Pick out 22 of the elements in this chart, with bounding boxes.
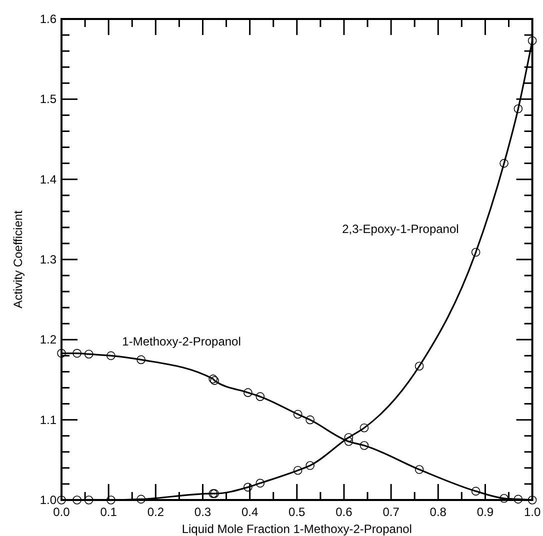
y-tick-label: 1.4 xyxy=(40,172,57,186)
y-tick-label: 1.2 xyxy=(40,332,57,347)
series-label: 2,3-Epoxy-1-Propanol xyxy=(342,222,459,236)
x-tick-label: 0.3 xyxy=(194,505,212,519)
x-axis-title: Liquid Mole Fraction 1-Methoxy-2-Propanol xyxy=(182,522,412,536)
x-tick-label: 0.9 xyxy=(476,505,494,519)
x-tick-label: 0.5 xyxy=(288,505,306,519)
y-tick-label: 1.1 xyxy=(40,412,57,427)
y-axis-title: Activity Coefficient xyxy=(11,210,25,308)
y-tick-label: 1.5 xyxy=(40,92,57,106)
x-tick-label: 0.4 xyxy=(241,505,258,519)
x-tick-label: 0.7 xyxy=(382,505,400,519)
x-tick-label: 0.6 xyxy=(336,505,353,519)
y-tick-label: 1.6 xyxy=(40,12,57,26)
x-tick-label: 1.0 xyxy=(524,505,541,519)
x-tick-label: 0.0 xyxy=(53,505,70,519)
x-tick-label: 0.1 xyxy=(100,505,118,519)
series-label: 1-Methoxy-2-Propanol xyxy=(122,334,241,348)
x-tick-label: 0.2 xyxy=(147,505,164,519)
y-tick-label: 1.3 xyxy=(40,252,57,266)
y-tick-label: 1.0 xyxy=(40,493,57,507)
x-tick-label: 0.8 xyxy=(430,505,447,519)
